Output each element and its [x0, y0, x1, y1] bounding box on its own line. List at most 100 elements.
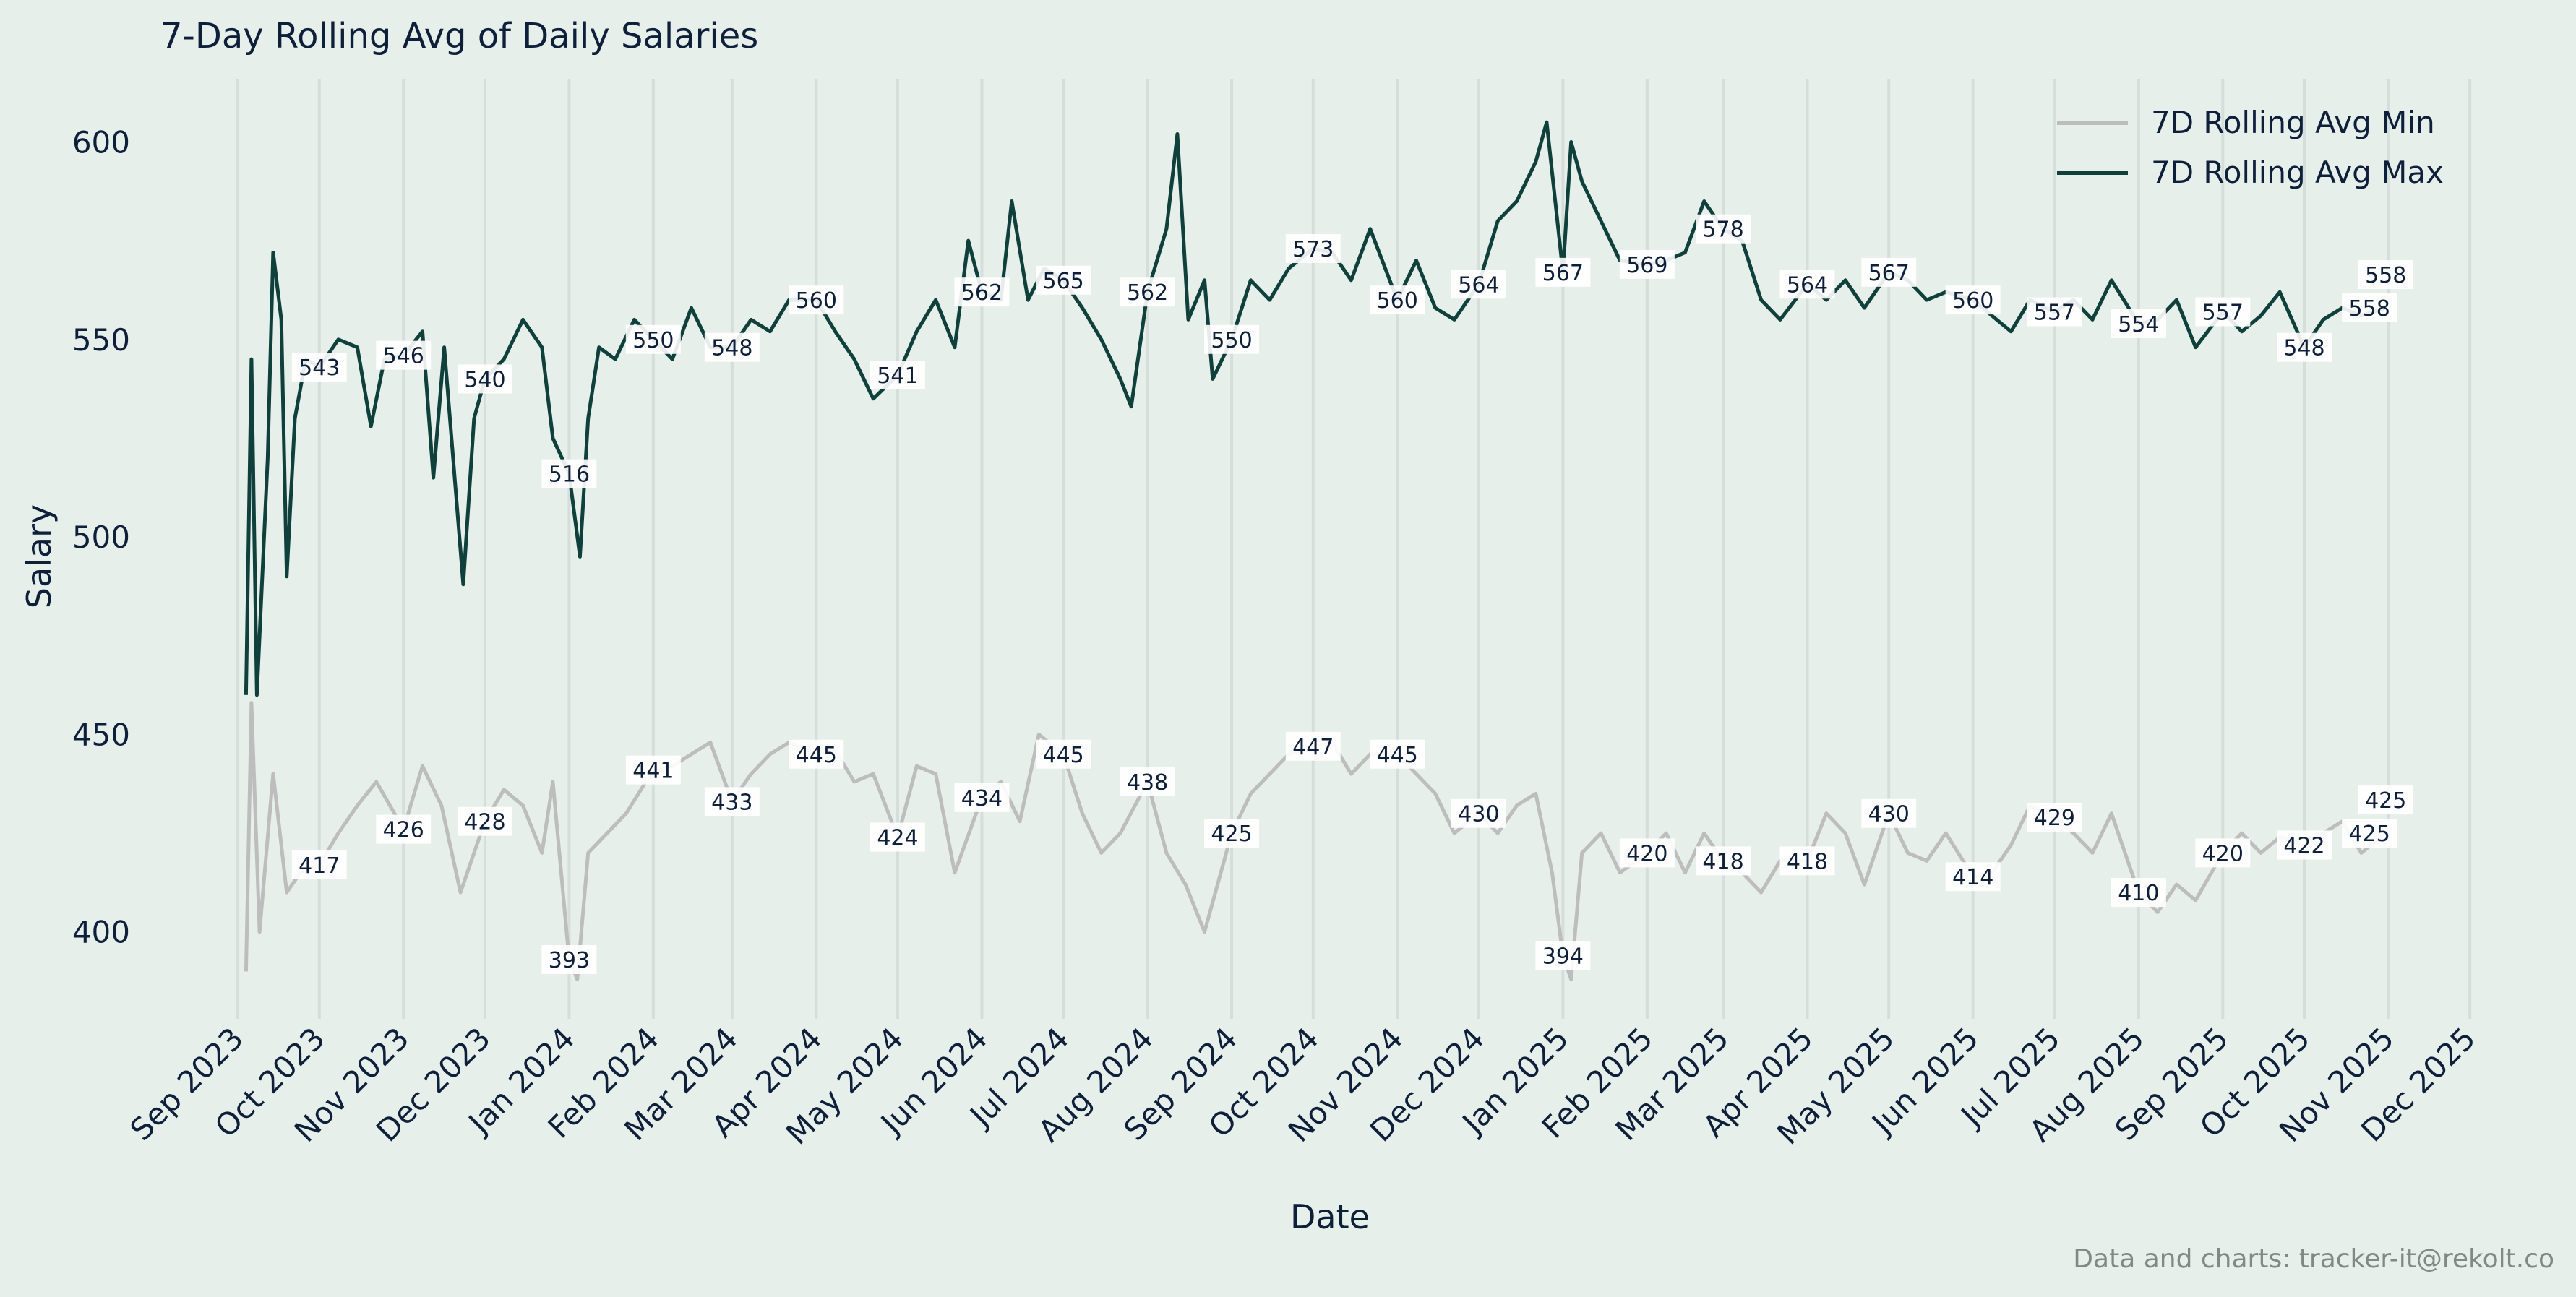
- data-label-background: [1861, 257, 1917, 287]
- data-label-background: [2027, 803, 2082, 832]
- data-label-text: 447: [1292, 735, 1334, 760]
- data-label-background: [1036, 265, 1091, 295]
- data-label-background: [2195, 838, 2251, 868]
- data-label-text: 445: [1043, 743, 1084, 768]
- y-tick-label: 400: [72, 915, 130, 950]
- data-label-text: 422: [2283, 833, 2324, 858]
- data-label-max: 548: [2276, 332, 2332, 362]
- data-label-background: [2342, 293, 2397, 323]
- data-label-max: 557: [2195, 297, 2251, 327]
- y-tick-label: 500: [72, 520, 130, 555]
- data-label-background: [1619, 838, 1675, 868]
- data-label-background: [704, 332, 760, 362]
- data-label-text: 420: [2202, 841, 2244, 866]
- data-label-max: 560: [1945, 285, 2001, 315]
- data-label-background: [2276, 332, 2332, 362]
- data-label-background: [2111, 309, 2166, 338]
- data-label-min: 417: [291, 850, 347, 879]
- data-label-text: 550: [632, 328, 674, 353]
- data-label-text: 434: [961, 786, 1003, 811]
- data-label-text: 567: [1542, 261, 1584, 286]
- data-label-min: 425: [1204, 819, 1260, 848]
- data-label-background: [1204, 819, 1260, 848]
- data-label-text: 562: [961, 280, 1003, 306]
- data-label-background: [1945, 285, 2001, 315]
- data-label-text: 567: [1868, 261, 1910, 286]
- data-label-text: 569: [1626, 253, 1667, 278]
- data-labels: 417 426 428 393 441 433 445 424 434 445 438 425 447 4…: [291, 214, 2413, 975]
- y-axis-label: Salary: [20, 504, 59, 609]
- data-label-text: 418: [1702, 849, 1743, 874]
- data-label-text: 573: [1292, 237, 1334, 262]
- data-label-background: [2358, 260, 2413, 290]
- data-label-background: [1779, 846, 1835, 876]
- data-label-background: [1696, 214, 1751, 244]
- data-label-text: 540: [464, 367, 505, 392]
- data-label-max: 558: [2358, 260, 2413, 290]
- data-label-text: 433: [711, 790, 752, 815]
- data-label-min: 430: [1451, 798, 1506, 828]
- data-label-background: [1204, 324, 1260, 354]
- data-label-text: 420: [1626, 841, 1667, 866]
- data-label-background: [2027, 297, 2082, 327]
- data-label-max: 554: [2111, 309, 2166, 338]
- data-label-max: 516: [541, 459, 597, 488]
- data-label-background: [291, 353, 347, 382]
- data-label-background: [1696, 846, 1751, 876]
- data-label-text: 564: [1458, 272, 1499, 298]
- data-label-background: [1451, 270, 1506, 299]
- data-label-max: 578: [1696, 214, 1751, 244]
- data-label-max: 567: [1861, 257, 1917, 287]
- data-label-min: 425: [2358, 785, 2413, 815]
- data-label-background: [1285, 731, 1341, 761]
- data-label-max: 560: [789, 285, 844, 315]
- data-label-max: 573: [1285, 234, 1341, 264]
- data-label-background: [2358, 785, 2413, 815]
- data-label-min: 418: [1779, 846, 1835, 876]
- data-label-max: 562: [954, 277, 1010, 307]
- data-label-text: 564: [1787, 272, 1828, 298]
- data-label-background: [457, 806, 512, 836]
- data-label-text: 430: [1458, 802, 1499, 827]
- data-label-background: [789, 739, 844, 769]
- data-label-min: 393: [541, 945, 597, 975]
- data-label-text: 424: [877, 826, 918, 851]
- data-label-text: 560: [1952, 288, 1993, 314]
- data-label-text: 548: [2283, 336, 2324, 361]
- data-label-background: [954, 277, 1010, 307]
- data-label-min: 425: [2342, 819, 2397, 848]
- data-label-min: 424: [870, 822, 925, 852]
- data-label-text: 550: [1211, 328, 1252, 353]
- data-label-min: 428: [457, 806, 512, 836]
- data-label-min: 420: [1619, 838, 1675, 868]
- data-label-max: 550: [1204, 324, 1260, 354]
- data-label-text: 560: [1377, 288, 1418, 314]
- data-label-text: 557: [2034, 301, 2075, 326]
- y-tick-label: 450: [72, 717, 130, 752]
- y-tick-label: 550: [72, 322, 130, 358]
- data-label-max: 558: [2342, 293, 2397, 323]
- data-label-max: 543: [291, 353, 347, 382]
- data-label-text: 548: [711, 336, 752, 361]
- legend-label-min: 7D Rolling Avg Min: [2151, 105, 2435, 140]
- data-label-text: 410: [2118, 881, 2159, 906]
- data-label-max: 562: [1120, 277, 1175, 307]
- data-label-background: [2111, 878, 2166, 908]
- data-label-text: 558: [2365, 263, 2406, 288]
- data-label-text: 426: [383, 818, 424, 843]
- data-label-max: 550: [625, 324, 681, 354]
- data-label-max: 569: [1619, 249, 1675, 279]
- y-tick-label: 600: [72, 124, 130, 160]
- data-label-text: 543: [299, 356, 340, 381]
- data-label-max: 564: [1779, 270, 1835, 299]
- data-label-min: 429: [2027, 803, 2082, 832]
- data-label-text: 414: [1952, 865, 1993, 890]
- data-label-text: 429: [2034, 806, 2075, 831]
- data-label-min: 433: [704, 787, 760, 816]
- data-label-background: [1370, 739, 1425, 769]
- data-label-text: 417: [299, 853, 340, 879]
- data-label-background: [1120, 767, 1175, 797]
- data-label-text: 394: [1542, 944, 1584, 970]
- data-label-background: [1535, 941, 1591, 970]
